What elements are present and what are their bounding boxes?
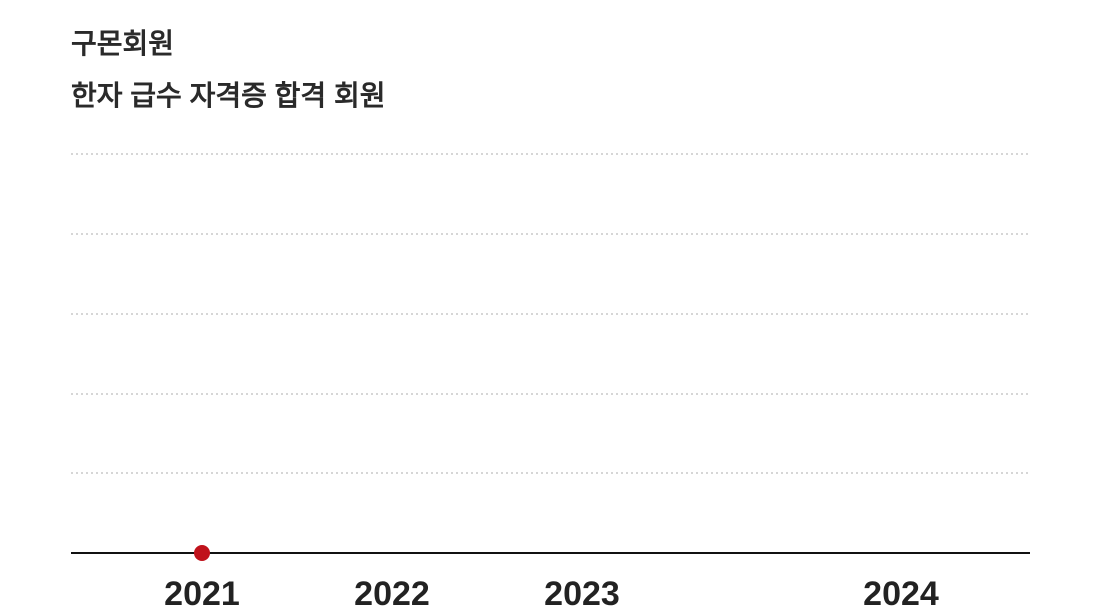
x-tick-label: 2023 — [544, 575, 620, 613]
x-tick-label: 2022 — [354, 575, 430, 613]
x-tick-label: 2021 — [164, 575, 240, 613]
series-points — [194, 545, 210, 561]
chart-subtitle: 한자 급수 자격증 합격 회원 — [71, 80, 386, 111]
data-point[interactable] — [194, 545, 210, 561]
chart-title: 구몬회원 — [71, 28, 175, 59]
x-axis-ticks: 2021 2022 2023 2024 — [164, 575, 939, 613]
grid-lines — [71, 153, 1030, 474]
x-tick-label: 2024 — [863, 575, 939, 613]
